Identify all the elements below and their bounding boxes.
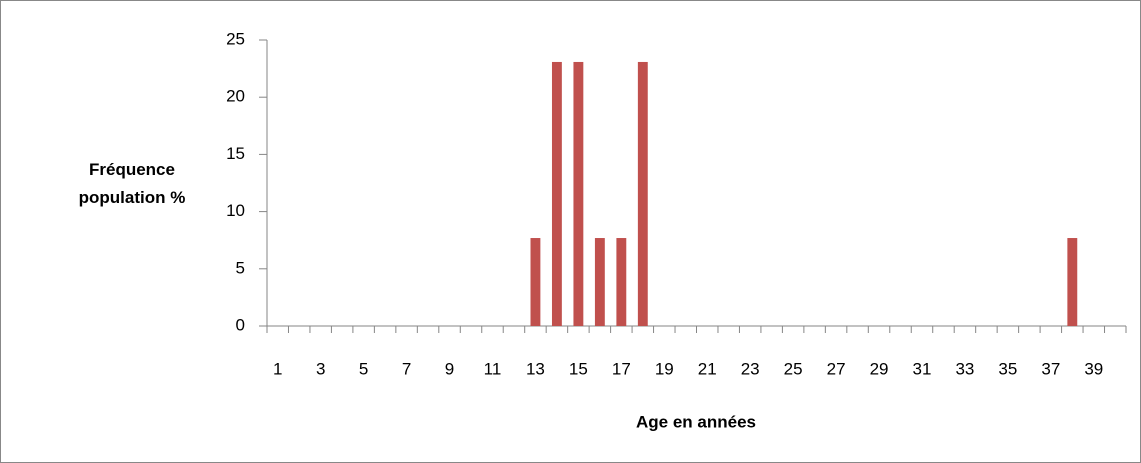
bar [551, 61, 562, 326]
x-tick-label: 31 [913, 359, 932, 378]
x-tick-label: 21 [698, 359, 717, 378]
x-tick-label: 23 [741, 359, 760, 378]
y-axis-title: Fréquence population % [78, 160, 186, 207]
bar [530, 238, 541, 326]
bar [594, 238, 605, 326]
x-tick-label: 37 [1041, 359, 1060, 378]
x-tick-label: 7 [402, 359, 411, 378]
x-tick-label: 27 [827, 359, 846, 378]
y-tick-label: 25 [226, 29, 245, 48]
bar [637, 61, 648, 326]
bar [1067, 238, 1078, 326]
x-tick-label: 11 [484, 359, 502, 378]
x-tick-label: 19 [655, 359, 674, 378]
x-tick-label: 25 [784, 359, 803, 378]
x-tick-label: 15 [569, 359, 588, 378]
x-tick-label: 29 [870, 359, 889, 378]
y-tick-label: 5 [236, 258, 245, 277]
x-axis-title: Age en années [636, 412, 756, 431]
x-tick-label: 35 [998, 359, 1017, 378]
x-tick-label: 5 [359, 359, 368, 378]
x-tick-label: 9 [445, 359, 454, 378]
x-tick-label: 1 [273, 359, 282, 378]
x-tick-label: 3 [316, 359, 325, 378]
y-tick-label: 10 [226, 201, 245, 220]
x-tick-label: 39 [1084, 359, 1103, 378]
y-tick-label: 0 [236, 315, 245, 334]
y-tick-label: 15 [226, 144, 245, 163]
bar [616, 238, 627, 326]
bar [573, 61, 584, 326]
x-tick-label: 17 [612, 359, 631, 378]
x-tick-label: 13 [526, 359, 545, 378]
x-tick-label: 33 [955, 359, 974, 378]
y-tick-label: 20 [226, 87, 245, 106]
